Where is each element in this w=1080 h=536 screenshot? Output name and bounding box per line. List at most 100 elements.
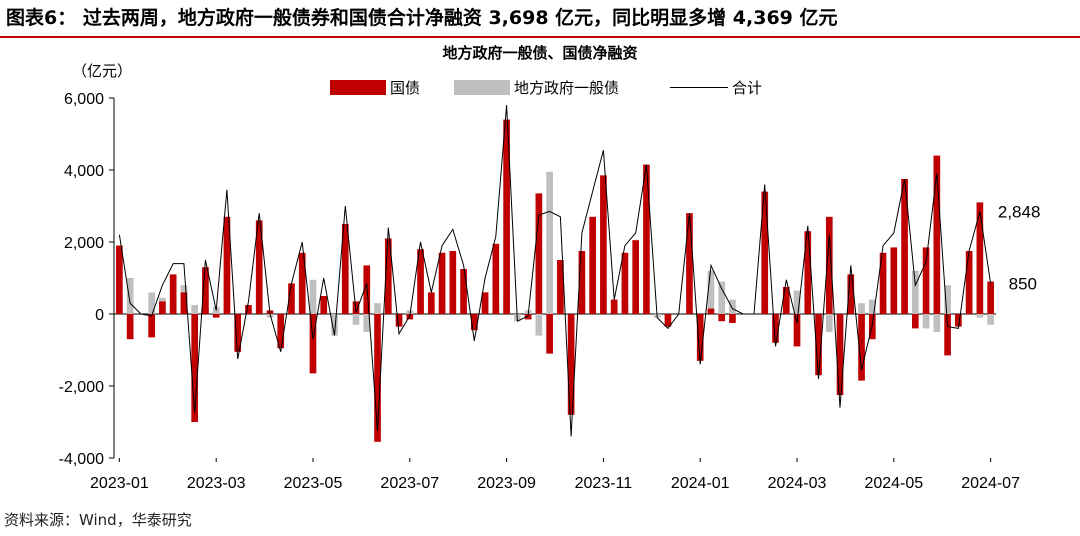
bar-guozhai xyxy=(298,252,306,314)
figure-title: 图表6： 过去两周，地方政府一般债券和国债合计净融资 3,698 亿元，同比明显… xyxy=(6,7,838,29)
bar-guozhai xyxy=(202,267,209,314)
bar-guozhai xyxy=(449,251,457,314)
bar-guozhai xyxy=(632,240,640,314)
y-tick-label: 6,000 xyxy=(64,91,104,108)
bar-local-debt xyxy=(825,314,833,332)
bar-guozhai xyxy=(825,216,833,314)
bar-guozhai xyxy=(879,252,887,314)
bar-local-debt xyxy=(911,270,919,314)
bar-guozhai xyxy=(664,314,672,327)
bar-guozhai xyxy=(470,314,478,331)
bar-guozhai xyxy=(384,238,392,314)
bar-guozhai xyxy=(320,296,328,314)
bar-guozhai xyxy=(535,193,543,314)
bar-guozhai xyxy=(180,292,188,314)
bar-guozhai xyxy=(858,314,865,381)
bar-local-debt xyxy=(406,310,414,314)
bar-local-debt xyxy=(374,303,381,314)
x-tick-label: 2023-11 xyxy=(575,475,633,492)
bar-local-debt xyxy=(729,299,736,314)
bar-local-debt xyxy=(718,281,726,314)
x-tick-label: 2024-03 xyxy=(768,475,827,492)
bar-guozhai xyxy=(718,314,726,322)
bar-local-debt xyxy=(331,314,338,336)
bar-guozhai xyxy=(933,155,941,314)
legend-swatch-local-debt xyxy=(454,80,510,95)
bar-guozhai xyxy=(417,249,424,314)
bar-guozhai xyxy=(245,305,252,314)
bar-guozhai xyxy=(438,252,446,314)
bar-guozhai xyxy=(793,314,801,347)
bar-guozhai xyxy=(503,119,510,314)
bar-guozhai xyxy=(621,252,629,314)
x-tick-label: 2023-09 xyxy=(477,475,536,492)
title-rule xyxy=(0,36,1080,38)
bar-local-debt xyxy=(535,314,543,336)
bar-guozhai xyxy=(772,314,779,343)
bar-guozhai xyxy=(804,231,812,314)
bar-local-debt xyxy=(126,278,134,314)
bar-guozhai xyxy=(890,247,898,314)
bar-local-debt xyxy=(858,303,865,314)
bar-local-debt xyxy=(793,290,801,314)
bar-guozhai xyxy=(643,164,650,314)
bar-guozhai xyxy=(761,191,769,314)
bar-guozhai xyxy=(815,314,822,376)
x-tick-label: 2023-03 xyxy=(187,475,246,492)
x-tick-label: 2023-01 xyxy=(90,475,149,492)
bar-guozhai xyxy=(481,292,489,314)
legend-item-guozhai: 国债 xyxy=(330,76,420,98)
y-tick-label: -2,000 xyxy=(59,379,104,396)
y-tick-label: -4,000 xyxy=(59,451,104,468)
bar-local-debt xyxy=(933,314,941,332)
bar-guozhai xyxy=(255,220,263,314)
x-tick-label: 2023-05 xyxy=(284,475,343,492)
bar-guozhai xyxy=(944,314,951,356)
x-tick-label: 2024-01 xyxy=(671,475,730,492)
legend-swatch-guozhai xyxy=(330,80,386,95)
bar-guozhai xyxy=(600,175,607,314)
bar-guozhai xyxy=(987,281,994,314)
bar-guozhai xyxy=(524,314,532,320)
bar-guozhai xyxy=(427,292,435,314)
bar-guozhai xyxy=(610,299,618,314)
legend-label-total: 合计 xyxy=(732,78,763,97)
bar-guozhai xyxy=(911,314,919,329)
bar-guozhai xyxy=(707,308,715,314)
x-tick-label: 2023-07 xyxy=(380,475,439,492)
bar-guozhai xyxy=(277,314,285,349)
bar-guozhai xyxy=(223,216,231,314)
bar-local-debt xyxy=(352,314,360,325)
bar-guozhai xyxy=(847,274,855,314)
bar-guozhai xyxy=(148,314,155,338)
bar-guozhai xyxy=(836,314,844,395)
bar-local-debt xyxy=(868,299,876,314)
bar-guozhai xyxy=(589,216,596,314)
bar-local-debt xyxy=(987,314,994,325)
bar-guozhai xyxy=(696,314,704,361)
bar-guozhai xyxy=(686,213,693,314)
y-axis-unit: （亿元） xyxy=(72,62,133,80)
bar-local-debt xyxy=(546,171,553,314)
bar-local-debt xyxy=(309,279,317,314)
bar-guozhai xyxy=(729,314,736,323)
legend-item-total: 合计 xyxy=(670,76,762,98)
bar-guozhai xyxy=(976,202,984,314)
chart-title: 地方政府一般债、国债净融资 xyxy=(442,44,638,62)
bar-guozhai xyxy=(374,314,381,442)
bar-guozhai xyxy=(922,247,930,314)
bar-guozhai xyxy=(901,179,908,314)
legend-label-local-debt: 地方政府一般债 xyxy=(514,78,620,97)
bar-guozhai xyxy=(159,301,166,314)
bar-guozhai xyxy=(191,314,199,422)
bar-guozhai xyxy=(341,224,349,314)
line-total xyxy=(118,105,992,437)
bar-guozhai xyxy=(460,269,467,314)
y-tick-label: 4,000 xyxy=(64,163,104,180)
bar-local-debt xyxy=(148,292,155,314)
bar-guozhai xyxy=(169,274,177,314)
bar-guozhai xyxy=(965,251,973,314)
bar-local-debt xyxy=(944,285,951,314)
source-note: 资料来源：Wind，华泰研究 xyxy=(4,511,192,529)
